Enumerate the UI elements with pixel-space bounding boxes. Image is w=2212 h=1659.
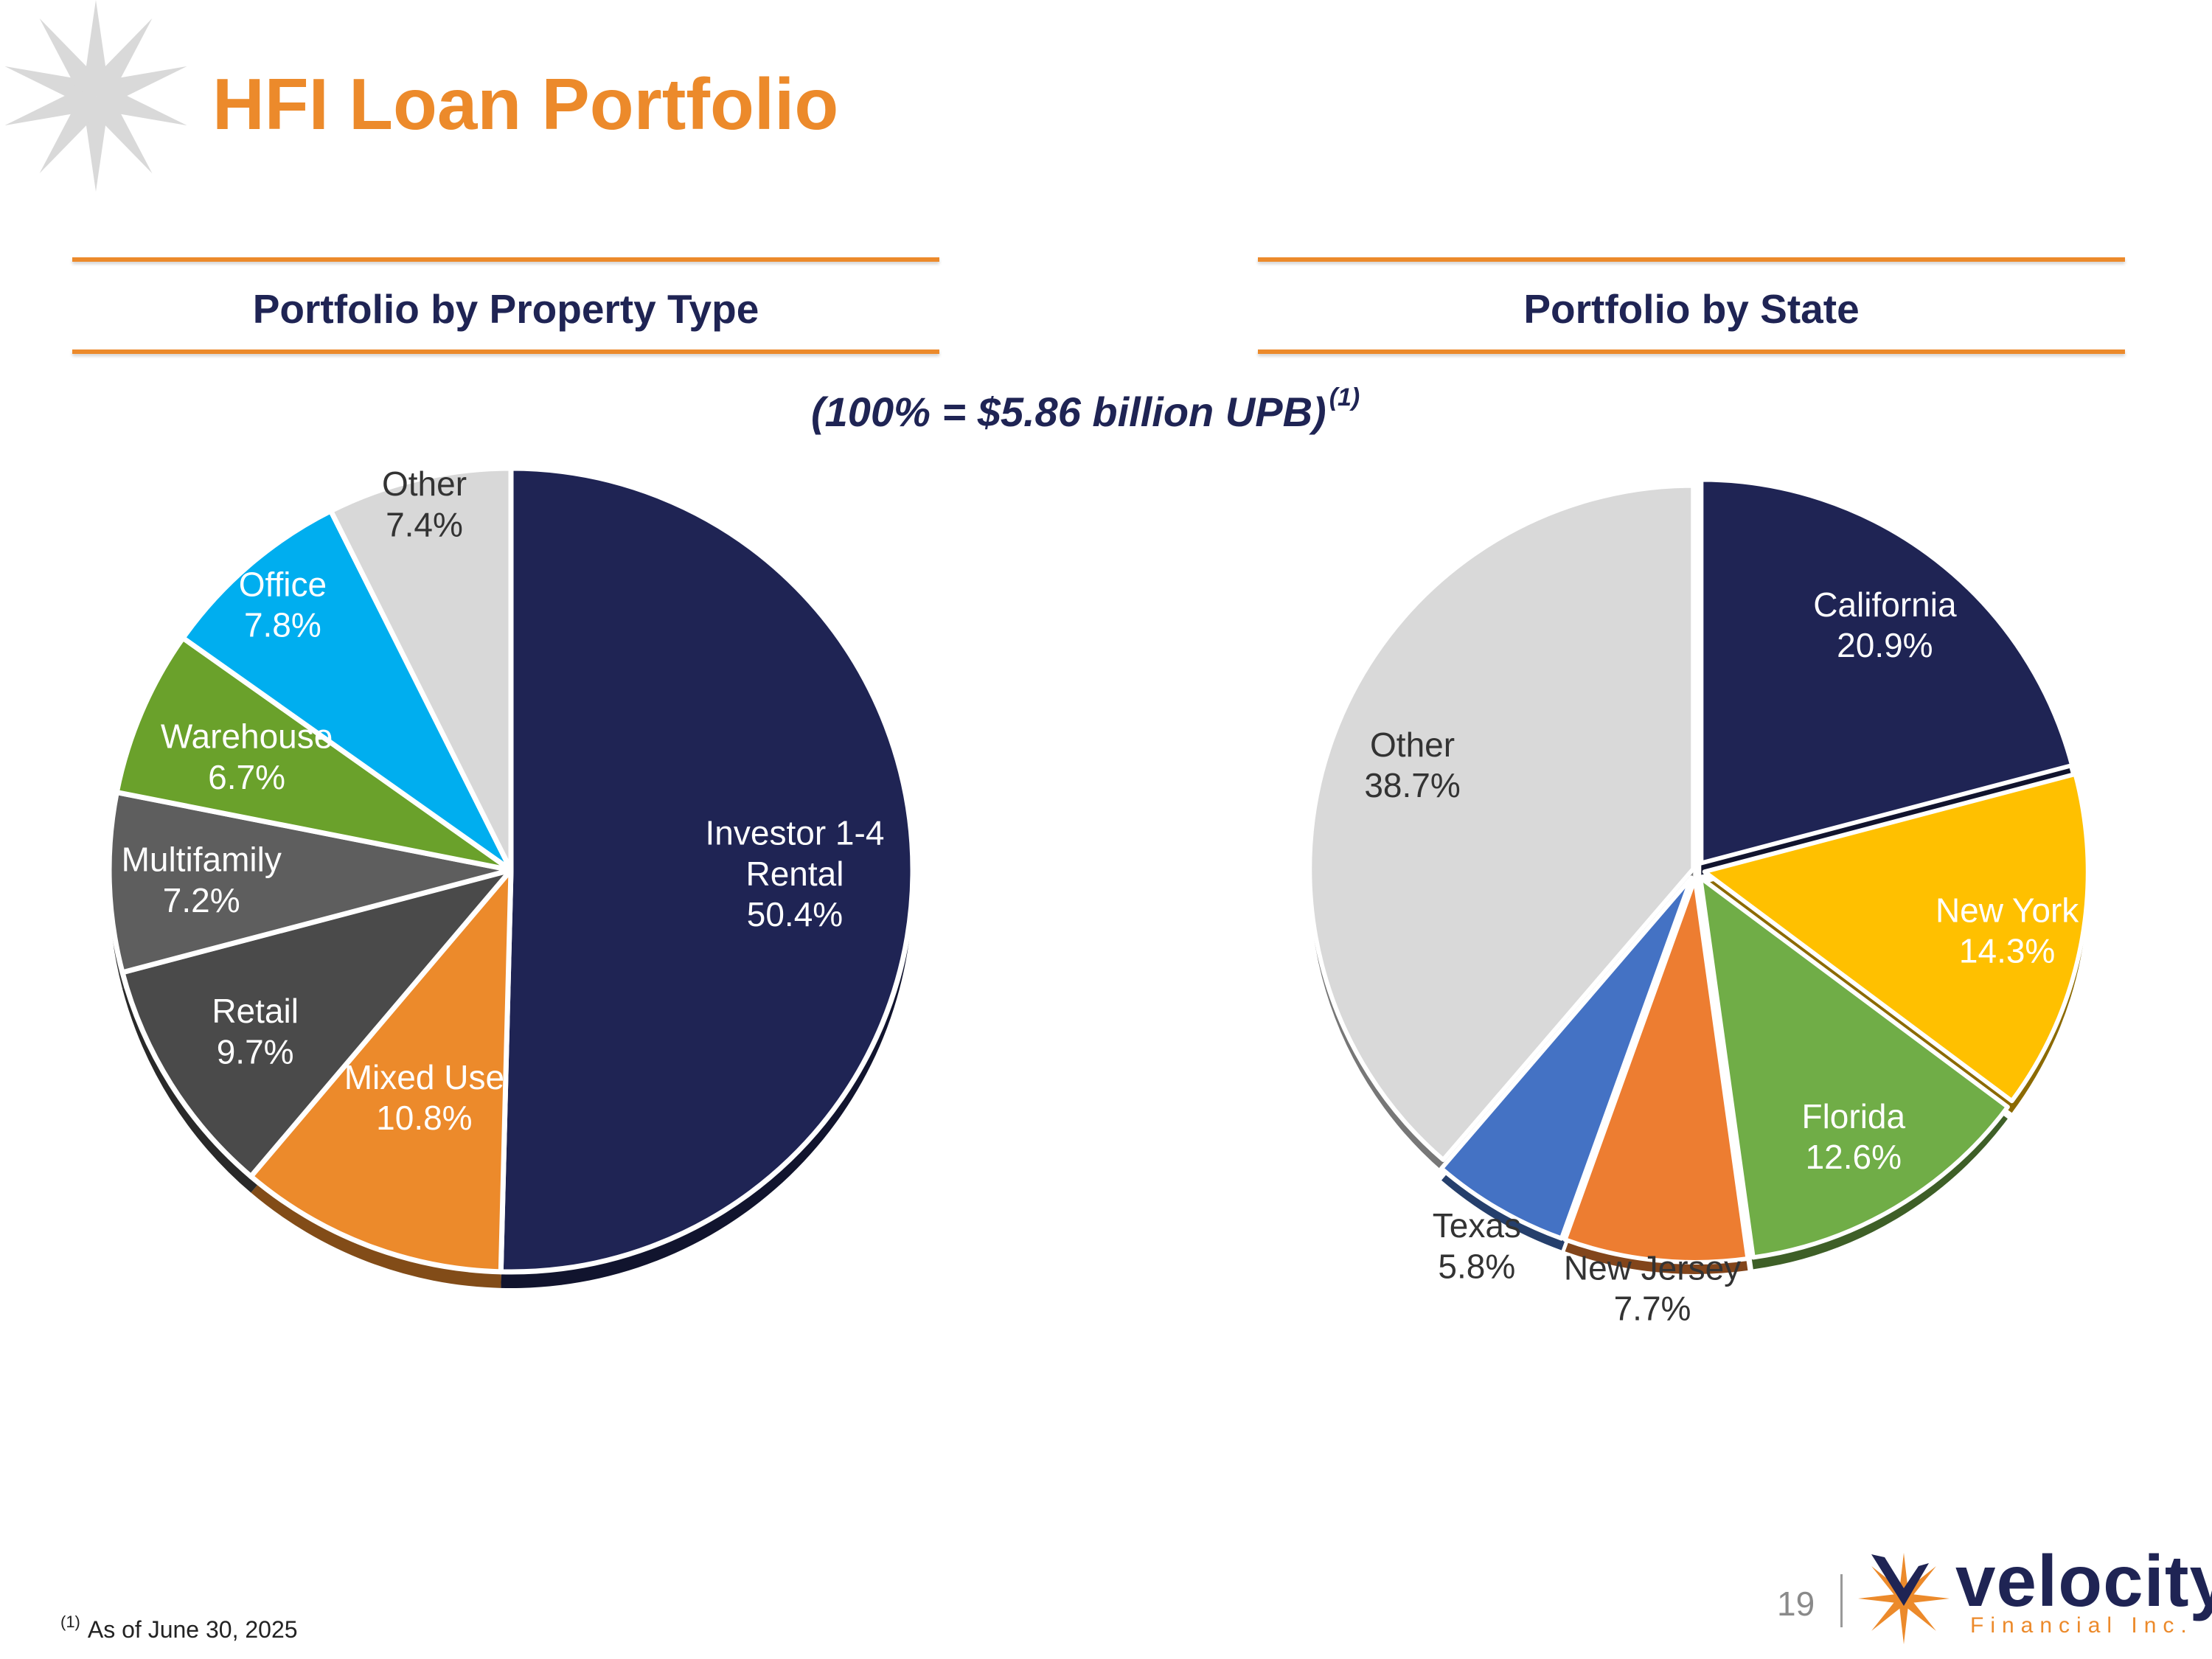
starburst-decoration xyxy=(4,0,187,192)
portfolio-by-state-slice-california xyxy=(1699,477,2075,866)
portfolio-by-property-type-slice-other xyxy=(328,465,514,873)
portfolio-by-state-label-line: California xyxy=(1813,585,1957,624)
page-number-divider xyxy=(1840,1574,1843,1627)
portfolio-by-property-type-label-line: 7.8% xyxy=(244,605,321,644)
state-heading: Portfolio by State xyxy=(1523,286,1860,332)
page-number: 19 xyxy=(1777,1585,1815,1623)
portfolio-by-property-type-label-line: Rental xyxy=(745,855,844,893)
portfolio-by-property-type-slice-office xyxy=(180,508,514,873)
portfolio-by-state-label-other: Other 38.7% xyxy=(1364,726,1460,804)
portfolio-by-state-label-florida: Florida 12.6% xyxy=(1801,1097,1905,1176)
property-type-heading: Portfolio by Property Type xyxy=(252,286,759,332)
portfolio-by-property-type-label-line: Multifamily xyxy=(122,841,282,879)
portfolio-by-state-label-line: Florida xyxy=(1801,1097,1905,1135)
portfolio-by-state-slice-new-jersey xyxy=(1562,876,1750,1265)
portfolio-by-state-label-line: 38.7% xyxy=(1364,766,1460,804)
portfolio-by-state-label-line: 5.8% xyxy=(1438,1247,1515,1285)
portfolio-by-property-type-label-warehouse: Warehouse 6.7% xyxy=(161,717,333,796)
portfolio-by-state-label-line: 14.3% xyxy=(1959,932,2055,970)
right-header-bottom-rule xyxy=(1258,349,2125,354)
portfolio-by-property-type-label-other: Other 7.4% xyxy=(382,465,467,543)
portfolio-by-state-slice-new-york xyxy=(1702,771,2090,1104)
portfolio-by-property-type-label-line: 10.8% xyxy=(376,1099,472,1137)
state-pie-chart: California 20.9% New York 14.3% Florida 12.6%… xyxy=(1307,477,2090,1328)
portfolio-by-property-type-label-line: Mixed Use xyxy=(344,1058,504,1096)
portfolio-by-state-label-line: 12.6% xyxy=(1806,1138,1902,1176)
property-type-pie-chart: Investor 1-4 Rental 50.4% Mixed Use 10.8% Ret… xyxy=(106,465,916,1289)
brand-name: velocity xyxy=(1955,1540,2212,1621)
total-upb-caption: (100% = $5.86 billion UPB) (1) xyxy=(811,383,1360,436)
portfolio-by-property-type-slice-investor-1-4-rental xyxy=(498,465,916,1275)
total-upb-text: (100% = $5.86 billion UPB) xyxy=(811,389,1326,435)
portfolio-by-state-slice-other xyxy=(1307,483,1696,1162)
portfolio-by-state-label-line: Other xyxy=(1370,726,1455,764)
portfolio-by-state-label-line: 7.7% xyxy=(1614,1290,1691,1328)
portfolio-by-state-label-line: New Jersey xyxy=(1564,1248,1741,1287)
portfolio-by-property-type-label-line: 6.7% xyxy=(208,758,285,796)
portfolio-by-property-type-label-retail: Retail 9.7% xyxy=(212,992,299,1071)
portfolio-by-state-label-california: California 20.9% xyxy=(1813,585,1957,664)
portfolio-by-state-label-texas: Texas 5.8% xyxy=(1433,1206,1521,1285)
portfolio-by-property-type-label-line: 50.4% xyxy=(747,895,843,933)
portfolio-by-state-slice-florida xyxy=(1698,875,2010,1260)
portfolio-by-property-type-label-investor-1-4-rental: Investor 1-4 Rental 50.4% xyxy=(706,814,885,933)
right-header-top-rule xyxy=(1258,257,2125,262)
portfolio-by-property-type-label-mixed-use: Mixed Use 10.8% xyxy=(344,1058,504,1137)
velocity-logo-icon xyxy=(1858,1553,1950,1644)
total-upb-footnote-mark: (1) xyxy=(1329,383,1360,411)
footnote-mark: (1) xyxy=(60,1613,80,1631)
portfolio-by-property-type-label-line: 9.7% xyxy=(217,1032,294,1071)
portfolio-by-property-type-slice-warehouse xyxy=(114,635,514,873)
portfolio-by-state-label-new-york: New York 14.3% xyxy=(1935,891,2079,970)
portfolio-by-property-type-slice-multifamily xyxy=(106,790,514,975)
portfolio-by-state-label-line: Texas xyxy=(1433,1206,1521,1245)
portfolio-by-property-type-label-office: Office 7.8% xyxy=(239,565,327,644)
portfolio-by-property-type-label-line: 7.2% xyxy=(163,881,240,919)
portfolio-by-property-type-label-line: Retail xyxy=(212,992,299,1030)
portfolio-by-property-type-label-line: 7.4% xyxy=(386,505,463,543)
portfolio-by-state-label-line: New York xyxy=(1935,891,2079,929)
page-title: HFI Loan Portfolio xyxy=(212,63,839,145)
left-header-top-rule xyxy=(72,257,939,262)
portfolio-by-property-type-label-line: Warehouse xyxy=(161,717,333,756)
portfolio-by-state-label-new-jersey: New Jersey 7.7% xyxy=(1564,1248,1741,1327)
left-header-bottom-rule xyxy=(72,349,939,354)
portfolio-by-property-type-label-line: Other xyxy=(382,465,467,503)
footnote-text: As of June 30, 2025 xyxy=(87,1616,298,1643)
portfolio-by-property-type-label-line: Investor 1-4 xyxy=(706,814,885,852)
portfolio-by-property-type-label-line: Office xyxy=(239,565,327,603)
portfolio-by-property-type-slice-retail xyxy=(119,867,514,1180)
footnote: (1) As of June 30, 2025 xyxy=(60,1613,298,1644)
portfolio-by-state-label-line: 20.9% xyxy=(1837,626,1933,664)
portfolio-by-property-type-slice-mixed-use xyxy=(248,867,514,1275)
portfolio-by-state-slice-texas xyxy=(1439,875,1694,1241)
brand-tagline: Financial Inc. xyxy=(1970,1613,2194,1638)
portfolio-by-property-type-label-multifamily: Multifamily 7.2% xyxy=(122,841,282,919)
